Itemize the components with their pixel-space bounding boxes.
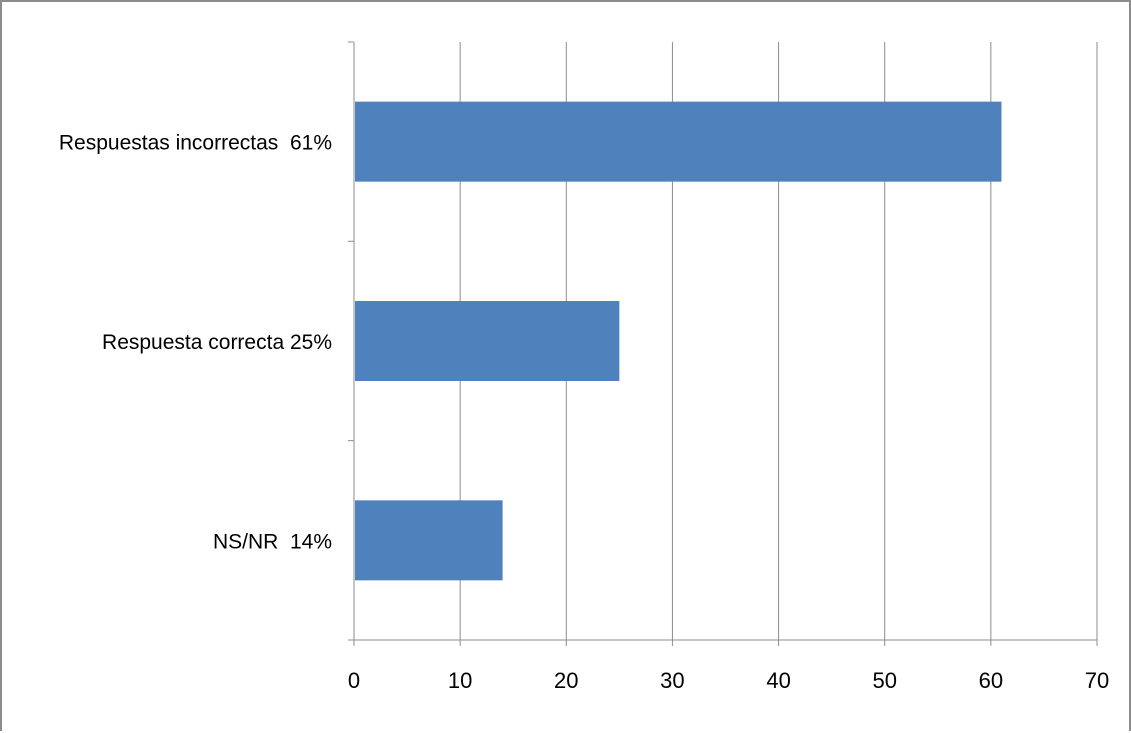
x-tick-label-0: 0 — [348, 668, 360, 693]
x-tick-label-20: 20 — [554, 668, 578, 693]
category-labels: Respuestas incorrectas 61% Respuesta corr… — [59, 132, 332, 554]
bars — [355, 101, 1002, 581]
bar-3 — [355, 500, 503, 581]
axes — [348, 41, 1098, 646]
x-tick-labels: 0 10 20 30 40 50 60 70 — [348, 668, 1109, 693]
bar-2 — [355, 301, 620, 381]
category-label-3: NS/NR 14% — [213, 530, 332, 553]
x-tick-label-40: 40 — [766, 668, 790, 693]
x-tick-label-10: 10 — [448, 668, 472, 693]
bar-1 — [355, 101, 1002, 182]
category-label-2: Respuesta correcta 25% — [102, 331, 332, 354]
x-tick-label-30: 30 — [660, 668, 684, 693]
x-tick-label-50: 50 — [872, 668, 896, 693]
x-tick-label-60: 60 — [979, 668, 1003, 693]
x-tick-label-70: 70 — [1085, 668, 1109, 693]
category-label-1: Respuestas incorrectas 61% — [59, 132, 332, 155]
